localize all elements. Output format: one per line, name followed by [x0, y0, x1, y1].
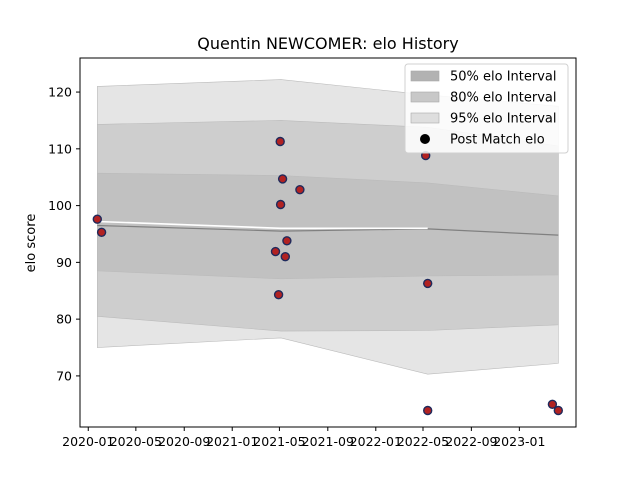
chart-title: Quentin NEWCOMER: elo History — [197, 34, 458, 53]
post-match-point-6 — [277, 174, 288, 184]
legend-marker-3 — [420, 134, 430, 144]
x-tick-label-2: 2020-09 — [158, 434, 210, 449]
legend-swatch-2 — [410, 112, 440, 124]
band-2 — [97, 172, 559, 280]
y-axis: 70 80 90 100 110 120 — [48, 85, 80, 383]
y-tick-label-1: 80 — [56, 312, 72, 327]
x-tick-label-1: 2020-05 — [110, 434, 162, 449]
post-match-point-11 — [423, 278, 433, 289]
x-tick-label-4: 2021-05 — [253, 434, 305, 449]
legend-label-2: 95% elo Interval — [450, 112, 557, 127]
post-match-point-7 — [280, 252, 290, 262]
x-tick-label-8: 2022-09 — [445, 434, 497, 449]
legend-swatch-0 — [410, 70, 440, 82]
x-axis: 2020-012020-052020-092021-012021-052021-… — [62, 427, 545, 449]
x-tick-label-9: 2023-01 — [493, 434, 545, 449]
y-axis-label: elo score — [24, 214, 39, 273]
y-tick-label-0: 70 — [56, 368, 72, 383]
y-tick-label-2: 90 — [56, 255, 72, 270]
legend-label-0: 50% elo Interval — [450, 70, 557, 85]
elo-lines — [97, 220, 559, 236]
legend-label-1: 80% elo Interval — [450, 91, 557, 106]
x-tick-label-3: 2021-01 — [206, 434, 258, 449]
post-match-point-4 — [275, 136, 285, 147]
y-tick-label-4: 110 — [48, 141, 72, 156]
legend-swatch-1 — [410, 91, 440, 103]
post-match-point-14 — [553, 405, 563, 416]
post-match-point-5 — [275, 199, 286, 210]
x-tick-label-6: 2022-01 — [350, 434, 402, 449]
post-match-point-12 — [423, 405, 433, 416]
post-match-point-2 — [270, 246, 281, 257]
legend: 50% elo Interval 80% elo Interval 95% elo … — [404, 63, 569, 154]
y-tick-label-5: 120 — [48, 85, 72, 100]
post-match-point-9 — [295, 184, 305, 195]
post-match-point-1 — [96, 227, 107, 238]
post-match-point-0 — [92, 214, 103, 224]
mean-elo-line — [97, 224, 559, 236]
post-match-point-8 — [282, 236, 292, 246]
post-match-point-3 — [273, 290, 284, 300]
x-tick-label-0: 2020-01 — [62, 434, 114, 449]
y-tick-label-3: 100 — [48, 198, 72, 213]
x-tick-label-5: 2021-09 — [302, 434, 354, 449]
post-match-point-13 — [547, 399, 558, 409]
legend-label-3: Post Match elo — [450, 133, 545, 148]
elo-trend-line — [97, 220, 428, 230]
legend-box — [404, 63, 569, 154]
post-match-points — [92, 136, 563, 416]
x-tick-label-7: 2022-05 — [397, 434, 449, 449]
